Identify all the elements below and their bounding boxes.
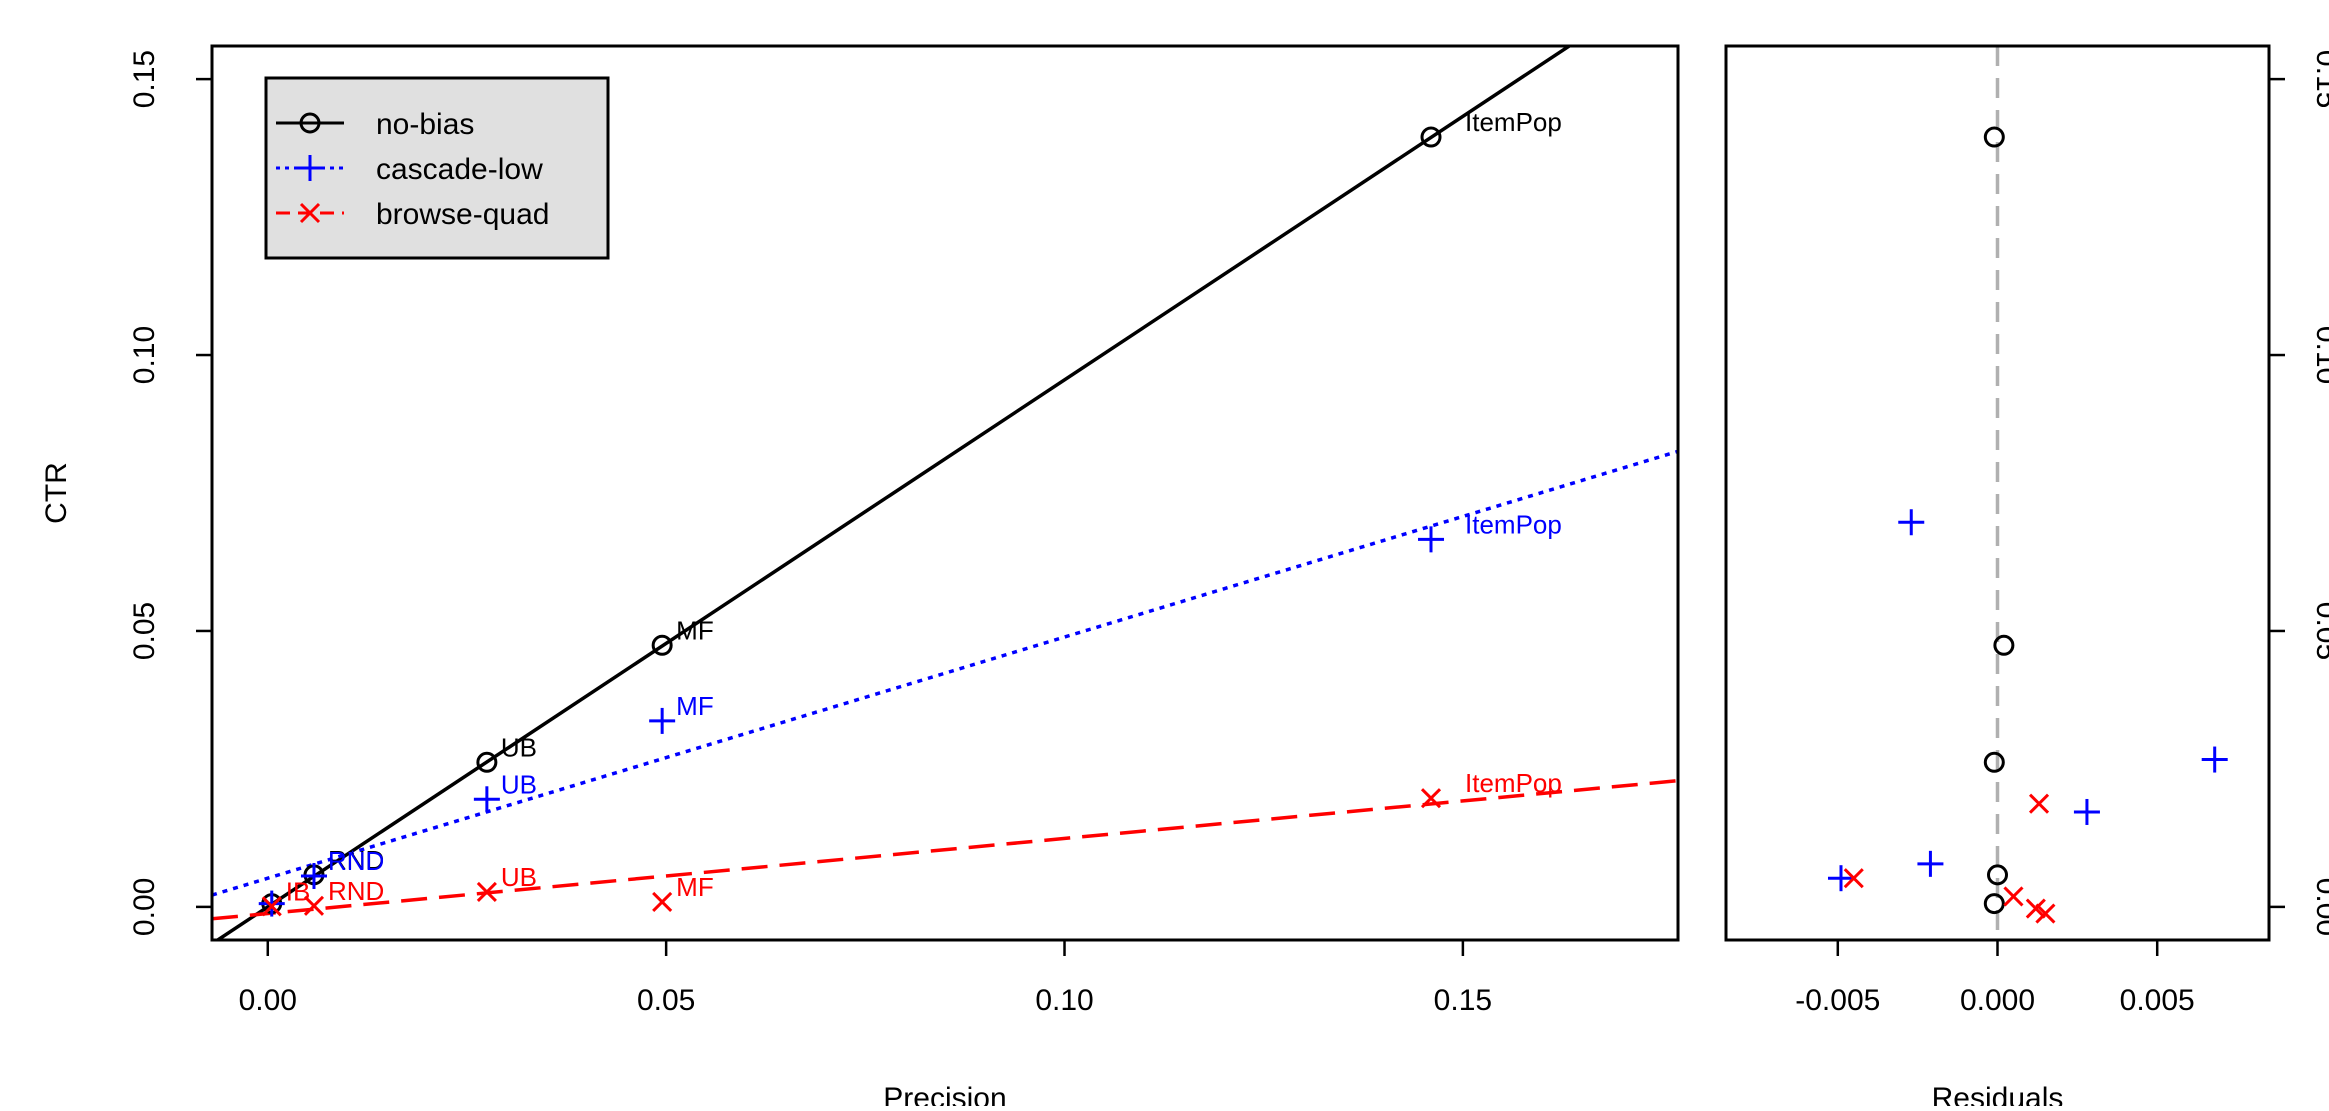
resid-x-tick-label-0: -0.005: [1795, 984, 1880, 1017]
legend-entry-no-bias: no-bias: [276, 108, 474, 141]
resid-y-tick-label-2: 0.10: [2310, 326, 2329, 384]
main-plot-frame: [210, 44, 1680, 942]
residual-point-no-bias-1: [1993, 634, 2015, 656]
cross-stroke-b: [261, 896, 282, 917]
residuals-plot-panel: -0.005 0.000 0.005 0.00 0.05 0.10 0.15 Residual…: [1724, 44, 2329, 1111]
y-axis-title: CTR: [40, 462, 73, 524]
cross-stroke-b: [2025, 898, 2046, 919]
point-label-no-bias-1: MF: [676, 615, 714, 645]
cross-stroke-b: [1420, 788, 1442, 809]
x-tick-label-0: 0.00: [239, 984, 297, 1017]
y-tick-label-1: 0.05: [128, 602, 161, 660]
residual-point-browse-quad-2: [2003, 886, 2024, 907]
point-cascade-low-1: [649, 707, 676, 734]
y-tick-label-3: 0.15: [128, 50, 161, 108]
main-plot-panel: ItemPopMFUBRNDItemPopMFUBRNDItemPopMFUBR…: [40, 44, 1680, 1111]
point-label-browse-quad-3: RND: [328, 876, 384, 906]
point-cascade-low-2: [473, 786, 500, 813]
point-no-bias-0: [1420, 126, 1442, 148]
point-browse-quad-2: [476, 881, 497, 903]
point-browse-quad-1: [652, 891, 673, 912]
residual-point-browse-quad-4: [2035, 903, 2056, 924]
residual-point-browse-quad-0: [2028, 793, 2050, 814]
fit-line-cascade-low: [212, 449, 1678, 897]
legend: no-bias cascade-low browse-quad: [264, 76, 610, 260]
residual-point-cascade-low-0: [1898, 509, 1925, 536]
legend-entry-browse-quad: browse-quad: [276, 198, 549, 231]
residual-point-browse-quad-1: [1843, 868, 1864, 889]
point-no-bias-1: [651, 634, 673, 656]
legend-entry-cascade-low: cascade-low: [276, 153, 543, 186]
cross-stroke-b: [2028, 793, 2050, 814]
cross-stroke-b: [299, 202, 321, 224]
point-label-cascade-low-1: MF: [676, 691, 714, 721]
cross-stroke-b: [652, 891, 673, 912]
point-label-browse-quad-1: MF: [676, 872, 714, 902]
legend-marker-cascade-low: [297, 155, 323, 181]
point-label-browse-quad-4: IB: [286, 876, 311, 906]
y-tick-label-2: 0.10: [128, 326, 161, 384]
residual-point-no-bias-0: [1983, 126, 2005, 148]
point-browse-quad-4: [261, 896, 282, 917]
x-tick-label-2: 0.10: [1035, 984, 1093, 1017]
x-tick-label-3: 0.15: [1434, 984, 1492, 1017]
point-browse-quad-0: [1420, 788, 1442, 809]
point-cascade-low-4: [258, 890, 285, 917]
point-cascade-low-3: [300, 862, 327, 889]
legend-label-cascade-low: cascade-low: [376, 153, 543, 186]
cross-stroke-b: [476, 881, 497, 903]
y-tick-label-0: 0.00: [128, 878, 161, 936]
cross-stroke-b: [2035, 903, 2056, 924]
legend-label-no-bias: no-bias: [376, 108, 474, 141]
point-label-browse-quad-2: UB: [501, 862, 537, 892]
residual-point-no-bias-2: [1983, 751, 2005, 773]
residual-point-no-bias-4: [1983, 893, 2005, 915]
point-label-no-bias-0: ItemPop: [1465, 107, 1562, 137]
residual-point-browse-quad-3: [2025, 898, 2046, 919]
point-label-cascade-low-2: UB: [501, 769, 537, 799]
legend-marker-browse-quad: [299, 202, 321, 224]
point-browse-quad-3: [303, 895, 325, 916]
resid-y-tick-label-3: 0.15: [2310, 50, 2329, 108]
point-no-bias-2: [476, 751, 498, 773]
resid-x-tick-label-1: 0.000: [1960, 984, 2035, 1017]
fit-line-no-bias: [214, 46, 1573, 940]
point-label-no-bias-2: UB: [501, 732, 537, 762]
cross-stroke-b: [2003, 886, 2024, 907]
cross-stroke-b: [1843, 868, 1864, 889]
residual-point-cascade-low-3: [1917, 850, 1944, 877]
x-tick-label-1: 0.05: [637, 984, 695, 1017]
resid-x-axis-title: Residuals: [1932, 1082, 2064, 1106]
fit-line-browse-quad: [212, 778, 1678, 921]
resid-x-tick-label-2: 0.005: [2120, 984, 2195, 1017]
residual-point-no-bias-3: [1987, 864, 2008, 886]
residual-point-cascade-low-2: [2073, 798, 2100, 825]
resid-y-tick-label-1: 0.05: [2310, 602, 2329, 660]
point-cascade-low-0: [1418, 526, 1445, 553]
residual-point-cascade-low-1: [2201, 746, 2228, 773]
resid-y-tick-label-0: 0.00: [2310, 878, 2329, 936]
point-label-no-bias-3: RND: [328, 845, 384, 875]
cross-stroke-b: [303, 895, 325, 916]
x-axis-title: Precision: [883, 1082, 1006, 1106]
point-label-browse-quad-0: ItemPop: [1465, 768, 1562, 798]
point-label-cascade-low-0: ItemPop: [1465, 509, 1562, 539]
legend-label-browse-quad: browse-quad: [376, 198, 549, 231]
point-label-cascade-low-3: RND: [328, 846, 384, 876]
legend-marker-no-bias: [299, 112, 321, 134]
residual-point-cascade-low-4: [1827, 865, 1854, 892]
